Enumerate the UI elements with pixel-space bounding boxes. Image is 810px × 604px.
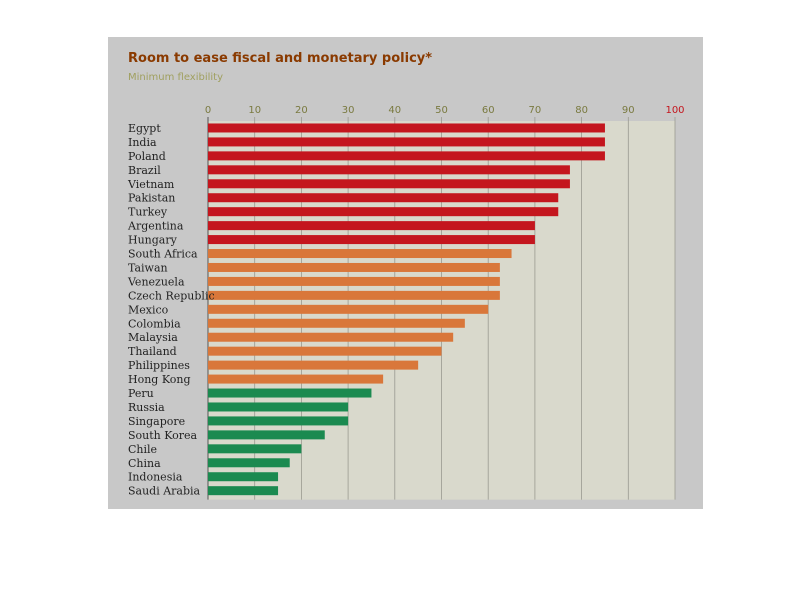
bar <box>208 304 489 314</box>
category-label: Saudi Arabia <box>128 485 201 498</box>
bar <box>208 346 442 356</box>
bar <box>208 486 279 496</box>
bar <box>208 360 419 370</box>
chart-title: Room to ease fiscal and monetary policy* <box>128 51 432 66</box>
category-label: Indonesia <box>128 471 183 484</box>
category-label: Mexico <box>128 303 169 316</box>
bar <box>208 123 605 133</box>
bar <box>208 249 512 259</box>
chart-subtitle: Minimum flexibility <box>128 72 223 83</box>
bar <box>208 332 454 342</box>
category-label: India <box>128 136 157 149</box>
bar <box>208 262 500 272</box>
x-tick-label: 80 <box>575 105 588 116</box>
bar <box>208 444 302 454</box>
bar <box>208 374 384 384</box>
category-label: Pakistan <box>128 192 175 205</box>
bar <box>208 193 559 203</box>
bar <box>208 179 570 189</box>
category-label: Taiwan <box>128 261 168 274</box>
bar <box>208 151 605 161</box>
category-label: Argentina <box>127 220 184 233</box>
bars <box>208 123 605 496</box>
category-label: Colombia <box>128 317 181 330</box>
x-tick-label: 60 <box>482 105 495 116</box>
x-tick-label: 70 <box>529 105 542 116</box>
bar <box>208 388 372 398</box>
x-tick-label: 50 <box>435 105 448 116</box>
x-tick-label: 40 <box>388 105 401 116</box>
category-label: Hungary <box>128 234 178 247</box>
category-label: South Korea <box>128 429 198 442</box>
x-tick-label: 100 <box>665 105 684 116</box>
category-label: Thailand <box>128 345 177 358</box>
category-label: Turkey <box>128 206 168 219</box>
bar <box>208 221 535 231</box>
category-label: Chile <box>128 443 157 456</box>
category-label: Poland <box>128 150 166 163</box>
bar <box>208 165 570 175</box>
category-label: Vietnam <box>127 178 175 191</box>
bar <box>208 207 559 217</box>
x-tick-label: 10 <box>248 105 261 116</box>
bar <box>208 472 279 482</box>
bar <box>208 402 349 412</box>
category-label: Malaysia <box>128 331 178 344</box>
bar <box>208 235 535 245</box>
category-label: Philippines <box>128 359 190 372</box>
bar <box>208 458 290 468</box>
bar <box>208 318 465 328</box>
x-tick-label: 30 <box>342 105 355 116</box>
bar <box>208 416 349 426</box>
category-label: Czech Republic <box>128 289 215 302</box>
category-label: China <box>128 457 161 470</box>
bar <box>208 430 325 440</box>
x-tick-label: 20 <box>295 105 308 116</box>
bar <box>208 290 500 300</box>
category-label: Brazil <box>128 164 161 177</box>
category-label: Russia <box>128 401 165 414</box>
category-labels: EgyptIndiaPolandBrazilVietnamPakistanTur… <box>127 122 215 498</box>
category-label: Singapore <box>128 415 185 428</box>
x-tick-label: 0 <box>205 105 211 116</box>
bar <box>208 276 500 286</box>
x-tick-label: 90 <box>622 105 635 116</box>
category-label: Peru <box>128 387 154 400</box>
category-label: Venezuela <box>127 275 185 288</box>
bar <box>208 137 605 147</box>
category-label: Egypt <box>128 122 161 135</box>
category-label: South Africa <box>128 248 198 261</box>
category-label: Hong Kong <box>128 373 191 386</box>
x-tick-labels: 0 10 20 30 40 50 60 70 80 90 100 <box>205 105 685 116</box>
